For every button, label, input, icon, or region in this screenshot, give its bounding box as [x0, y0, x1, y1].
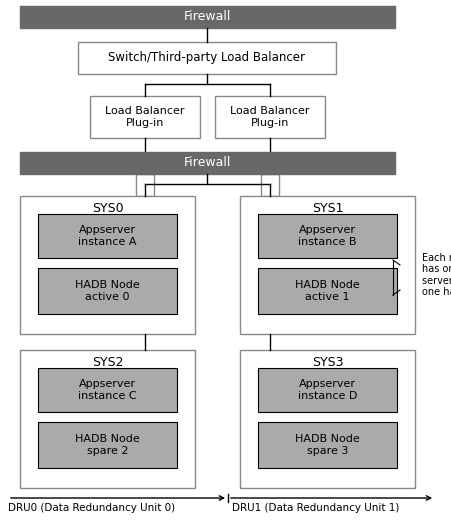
Bar [20, 6, 395, 28]
Text: Appserver
instance C: Appserver instance C [78, 379, 137, 401]
Bar [20, 350, 195, 488]
Text: SYS3: SYS3 [312, 356, 343, 369]
Bar [90, 96, 200, 138]
Bar [38, 268, 177, 314]
Text: DRU0 (Data Redundancy Unit 0): DRU0 (Data Redundancy Unit 0) [8, 503, 175, 513]
Bar [215, 96, 325, 138]
Text: HADB Node
active 0: HADB Node active 0 [75, 280, 140, 302]
Bar [38, 214, 177, 258]
Bar [240, 196, 415, 334]
Bar [258, 422, 397, 468]
Text: HADB Node
spare 2: HADB Node spare 2 [75, 434, 140, 456]
Text: Appserver
instance D: Appserver instance D [298, 379, 357, 401]
Bar [78, 42, 336, 74]
Text: Appserver
instance B: Appserver instance B [298, 225, 357, 247]
Text: Switch/Third-party Load Balancer: Switch/Third-party Load Balancer [109, 52, 305, 65]
Text: SYS0: SYS0 [92, 203, 123, 216]
Bar [38, 368, 177, 412]
Bar [258, 368, 397, 412]
Text: DRU1 (Data Redundancy Unit 1): DRU1 (Data Redundancy Unit 1) [232, 503, 400, 513]
Text: Load Balancer
Plug-in: Load Balancer Plug-in [105, 106, 185, 128]
Text: Firewall: Firewall [183, 156, 231, 169]
Text: Load Balancer
Plug-in: Load Balancer Plug-in [230, 106, 310, 128]
Bar [261, 174, 279, 196]
Bar [258, 214, 397, 258]
Bar [240, 350, 415, 488]
Text: HADB Node
active 1: HADB Node active 1 [295, 280, 360, 302]
Text: HADB Node
spare 3: HADB Node spare 3 [295, 434, 360, 456]
Text: SYS2: SYS2 [92, 356, 123, 369]
Bar [38, 422, 177, 468]
Bar [20, 152, 395, 174]
Text: Firewall: Firewall [183, 10, 231, 23]
Bar [136, 174, 154, 196]
Text: SYS1: SYS1 [312, 203, 343, 216]
Text: Appserver
instance A: Appserver instance A [78, 225, 137, 247]
Bar [20, 196, 195, 334]
Text: Each machine
has one application
server instance and
one hadb node: Each machine has one application server … [422, 253, 451, 297]
Bar [258, 268, 397, 314]
